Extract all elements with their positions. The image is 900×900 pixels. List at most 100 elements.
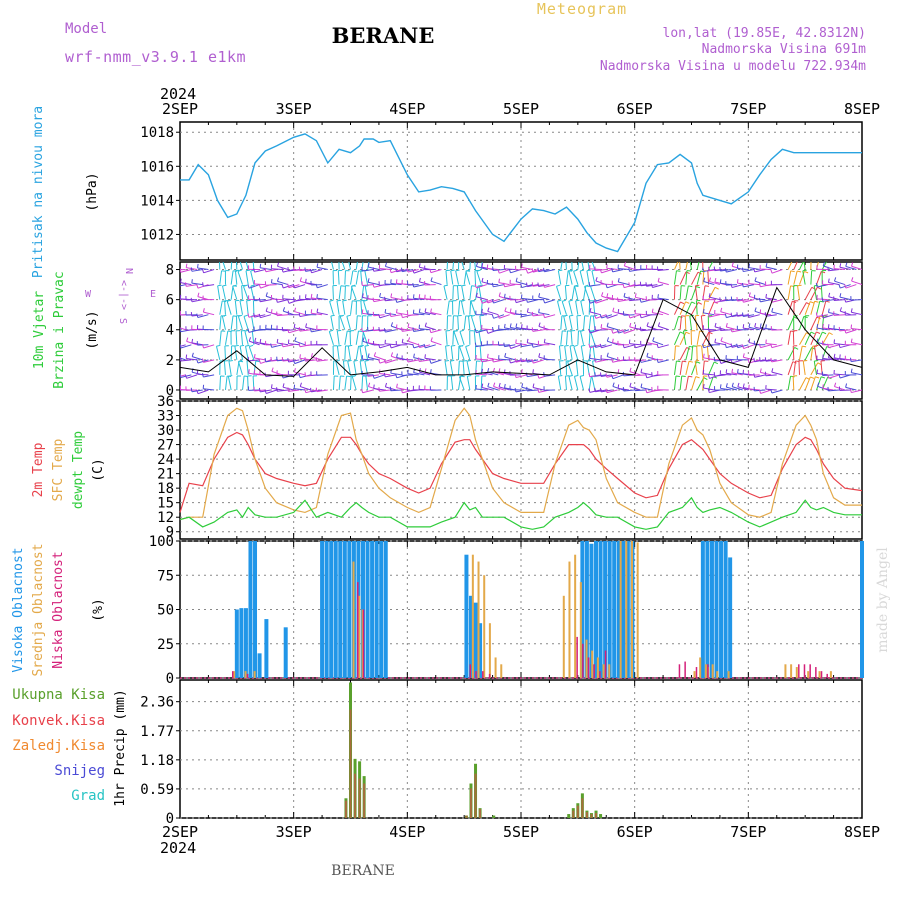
wind-barb — [186, 357, 198, 361]
wind-barb — [810, 301, 815, 304]
wind-barb — [413, 353, 415, 358]
wind-barb — [833, 299, 845, 301]
wind-barb — [707, 270, 710, 285]
wind-barb — [430, 308, 432, 313]
wind-barb — [481, 387, 493, 391]
wind-barb — [703, 377, 708, 380]
wind-barb — [695, 284, 700, 287]
wind-barb — [696, 285, 701, 289]
wind-barb — [251, 315, 255, 330]
wind-barb — [623, 292, 626, 298]
wind-barb — [253, 353, 256, 359]
wind-barb — [645, 388, 648, 393]
wind-barb — [341, 262, 346, 270]
wind-barb — [673, 360, 677, 375]
wind-barb — [180, 314, 181, 316]
wind-barb — [340, 285, 345, 287]
wind-barb — [288, 389, 300, 392]
wind-barb — [828, 374, 840, 379]
wind-barb — [350, 375, 352, 390]
wind-barb — [461, 285, 465, 300]
top-date-label: 2SEP — [162, 100, 198, 118]
wind-barb — [344, 345, 347, 360]
wind-barb — [237, 269, 242, 272]
wind-barb — [580, 256, 584, 257]
wind-barb — [282, 298, 294, 301]
wind-barb — [685, 270, 688, 285]
wind-barb — [708, 376, 714, 391]
wind-barb — [612, 382, 615, 387]
wind-barb — [568, 376, 573, 391]
wind-barb — [203, 374, 215, 378]
wind-barb — [764, 312, 767, 317]
wind-barb — [714, 338, 717, 343]
wind-barb — [702, 308, 705, 313]
mid-cloud-bar — [619, 541, 622, 678]
wind-barb — [656, 343, 659, 348]
wind-barb — [503, 323, 506, 329]
wind-barb — [559, 360, 562, 375]
wind-barb — [520, 283, 523, 288]
wind-barb — [537, 388, 540, 393]
wind-barb — [827, 343, 830, 348]
wind-barb — [234, 345, 238, 360]
wind-barb — [754, 277, 757, 282]
wind-barb — [281, 284, 284, 289]
wind-barb — [180, 344, 182, 349]
wind-barb — [249, 344, 254, 348]
wind-barb — [753, 357, 756, 362]
wind-barb — [481, 312, 493, 316]
panel-frames — [179, 121, 863, 819]
wind-barb — [520, 312, 523, 317]
wind-barb — [758, 389, 762, 394]
wind-barb — [634, 293, 637, 298]
low-cloud-bar — [826, 673, 828, 678]
wind-barb — [736, 312, 738, 317]
high-cloud-bar — [464, 554, 469, 678]
wind-barb — [264, 357, 267, 362]
wind-barb — [828, 269, 840, 272]
wind-barb — [695, 300, 698, 315]
wind-barb — [444, 360, 448, 375]
wind-barb — [828, 332, 833, 336]
wind-barb — [673, 316, 679, 330]
wind-barb — [844, 329, 847, 334]
wind-barb — [329, 299, 334, 302]
wind-barb — [413, 269, 425, 274]
wind-barb — [499, 269, 510, 274]
wind-barb — [639, 313, 642, 318]
wind-barb — [561, 301, 567, 315]
wind-barb — [294, 284, 306, 289]
wind-barb — [802, 269, 807, 272]
wind-barb — [821, 262, 828, 270]
wind-barb — [688, 375, 693, 378]
wind-barb — [412, 343, 415, 348]
wind-barb — [430, 340, 442, 346]
wind-barb — [191, 282, 203, 286]
wind-barb — [618, 299, 630, 302]
wind-barb — [696, 361, 701, 364]
wind-barb — [219, 270, 223, 285]
wind-barb — [695, 376, 700, 379]
wind-barb — [242, 375, 245, 391]
wind-barb — [748, 283, 760, 286]
wind-barb — [771, 299, 783, 303]
wind-barb — [461, 262, 465, 270]
wind-barb — [606, 293, 609, 298]
wind-barb — [467, 315, 471, 330]
wind-barb — [760, 344, 772, 349]
wind-barb — [730, 312, 733, 317]
convective-precip-bar — [581, 798, 584, 818]
wind-barb — [271, 367, 274, 372]
precip-legend: Ukupna Kisa Konvek.Kisa Zaledj.Kisa Snijeg G… — [12, 687, 105, 804]
wind-barb — [742, 324, 745, 329]
wind-barb — [352, 374, 357, 377]
wind-barb — [385, 329, 397, 333]
wind-barb — [520, 357, 523, 362]
wind-barb — [532, 329, 544, 332]
wind-barb — [293, 368, 296, 373]
wind-barb — [180, 374, 181, 376]
wind-barb — [201, 358, 204, 363]
wind-barb — [379, 284, 391, 286]
y-tick-label: 25 — [157, 637, 174, 653]
